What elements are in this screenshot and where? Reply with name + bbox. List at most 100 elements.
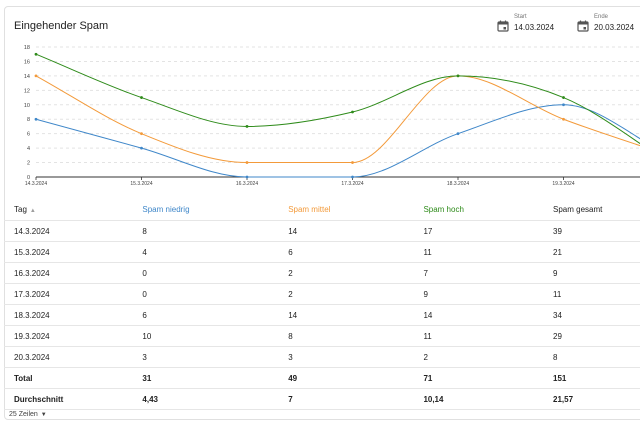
table-cell: 4 <box>132 241 279 263</box>
col-header-day[interactable]: Tag ▲ <box>4 198 133 221</box>
table-cell: 10 <box>132 325 279 347</box>
data-point-spam-mid[interactable] <box>562 117 565 121</box>
table-row: Durchschnitt 4,43 7 10,14 21,57 <box>4 388 640 410</box>
data-point-spam-low[interactable] <box>456 132 460 136</box>
table-row: 20.3.2024 3 3 2 8 <box>4 346 640 368</box>
spam-table: Tag ▲ Spam niedrig Spam mittel Spam hoch … <box>4 198 640 410</box>
data-point-spam-mid[interactable] <box>245 161 249 164</box>
table-cell: 3 <box>278 346 414 368</box>
spam-line-chart: 0 2 4 6 8 10 12 14 16 18 14.3.2024 15.3.2024 16.3.20… <box>24 45 640 187</box>
data-point-spam-low[interactable] <box>34 117 38 121</box>
table-cell: 2 <box>278 262 414 284</box>
table-row: 16.3.2024 0 2 7 9 <box>4 262 640 284</box>
table-cell: 14 <box>413 304 544 326</box>
table-cell: 71 <box>413 367 544 389</box>
y-tick-label: 4 <box>27 146 30 152</box>
col-header-spam-high[interactable]: Spam hoch <box>413 198 544 221</box>
table-cell: Total <box>4 367 133 389</box>
page-title: Eingehender Spam <box>14 20 109 32</box>
table-cell: 2 <box>278 283 414 305</box>
table-cell: 19.3.2024 <box>4 325 133 347</box>
table-cell: 6 <box>278 241 414 263</box>
table-cell: 14 <box>278 220 414 242</box>
table-cell: 18.3.2024 <box>4 304 133 326</box>
x-tick-label: 19.3.2024 <box>552 181 574 187</box>
table-cell: 21 <box>543 241 640 263</box>
x-tick-label: 16.3.2024 <box>236 181 258 187</box>
y-tick-label: 2 <box>27 161 30 167</box>
data-point-spam-mid[interactable] <box>34 74 38 78</box>
table-cell: 8 <box>543 346 640 368</box>
rows-per-page-select[interactable]: 25 Zeilen ▼ <box>9 411 47 418</box>
table-cell: 8 <box>132 220 279 242</box>
table-cell: 14 <box>278 304 414 326</box>
data-point-spam-low[interactable] <box>351 175 354 179</box>
table-cell: 0 <box>132 283 279 305</box>
y-tick-label: 12 <box>24 88 30 94</box>
data-point-spam-high[interactable] <box>245 125 249 128</box>
y-tick-label: 8 <box>27 117 30 123</box>
table-cell: 151 <box>543 367 640 389</box>
y-tick-label: 14 <box>24 74 30 80</box>
data-point-spam-low[interactable] <box>140 146 143 150</box>
table-cell: 39 <box>543 220 640 242</box>
table-row: 17.3.2024 0 2 9 11 <box>4 283 640 305</box>
table-cell: 11 <box>413 325 544 347</box>
table-cell: 21,57 <box>543 388 640 410</box>
end-date-value[interactable]: 20.03.2024 <box>594 23 635 32</box>
y-tick-label: 10 <box>24 103 30 109</box>
table-cell: 17 <box>413 220 544 242</box>
table-cell: 10,14 <box>413 388 544 410</box>
table-cell: 31 <box>132 367 279 389</box>
data-point-spam-low[interactable] <box>562 103 565 107</box>
table-cell: 9 <box>543 262 640 284</box>
dropdown-caret-icon[interactable]: ▼ <box>40 412 47 418</box>
table-row: Total 31 49 71 151 <box>4 367 640 389</box>
data-point-spam-high[interactable] <box>351 110 354 114</box>
table-cell: 49 <box>278 367 414 389</box>
table-row: 18.3.2024 6 14 14 34 <box>4 304 640 326</box>
table-cell: 20.3.2024 <box>4 346 133 368</box>
table-cell: 9 <box>413 283 544 305</box>
x-tick-label: 15.3.2024 <box>130 181 152 187</box>
table-row: 15.3.2024 4 6 11 21 <box>4 241 640 263</box>
x-tick-label: 14.3.2024 <box>25 181 47 187</box>
table-cell: 16.3.2024 <box>4 262 133 284</box>
table-cell: 0 <box>132 262 279 284</box>
table-cell: 11 <box>413 241 544 263</box>
data-point-spam-mid[interactable] <box>140 132 143 136</box>
table-cell: 8 <box>278 325 414 347</box>
table-cell: 3 <box>132 346 279 368</box>
table-row: 19.3.2024 10 8 11 29 <box>4 325 640 347</box>
calendar-icon <box>577 20 589 32</box>
data-point-spam-high[interactable] <box>140 96 143 99</box>
x-tick-label: 17.3.2024 <box>341 181 363 187</box>
table-cell: 34 <box>543 304 640 326</box>
table-cell: 11 <box>543 283 640 305</box>
data-point-spam-high[interactable] <box>456 74 460 78</box>
rows-per-page-value[interactable]: 25 Zeilen <box>9 411 38 418</box>
table-cell: 6 <box>132 304 279 326</box>
y-tick-label: 0 <box>27 175 30 181</box>
end-date-label: Ende <box>594 14 609 20</box>
y-tick-label: 16 <box>24 59 30 65</box>
x-tick-label: 18.3.2024 <box>447 181 469 187</box>
start-date-value[interactable]: 14.03.2024 <box>514 23 555 32</box>
data-point-spam-low[interactable] <box>245 175 249 179</box>
y-tick-label: 18 <box>24 45 30 51</box>
table-header-row: Tag ▲ Spam niedrig Spam mittel Spam hoch … <box>4 198 640 221</box>
col-header-spam-total[interactable]: Spam gesamt <box>543 198 640 221</box>
start-date-label: Start <box>514 14 527 20</box>
col-header-spam-low[interactable]: Spam niedrig <box>132 198 279 221</box>
data-point-spam-mid[interactable] <box>351 161 354 164</box>
data-point-spam-high[interactable] <box>34 52 38 56</box>
calendar-icon <box>497 20 509 32</box>
table-cell: 2 <box>413 346 544 368</box>
table-cell: 29 <box>543 325 640 347</box>
table-cell: 15.3.2024 <box>4 241 133 263</box>
table-cell: Durchschnitt <box>4 388 133 410</box>
table-cell: 14.3.2024 <box>4 220 133 242</box>
data-point-spam-high[interactable] <box>562 96 565 99</box>
col-header-spam-mid[interactable]: Spam mittel <box>278 198 414 221</box>
sort-ascending-icon[interactable]: ▲ <box>29 207 36 214</box>
